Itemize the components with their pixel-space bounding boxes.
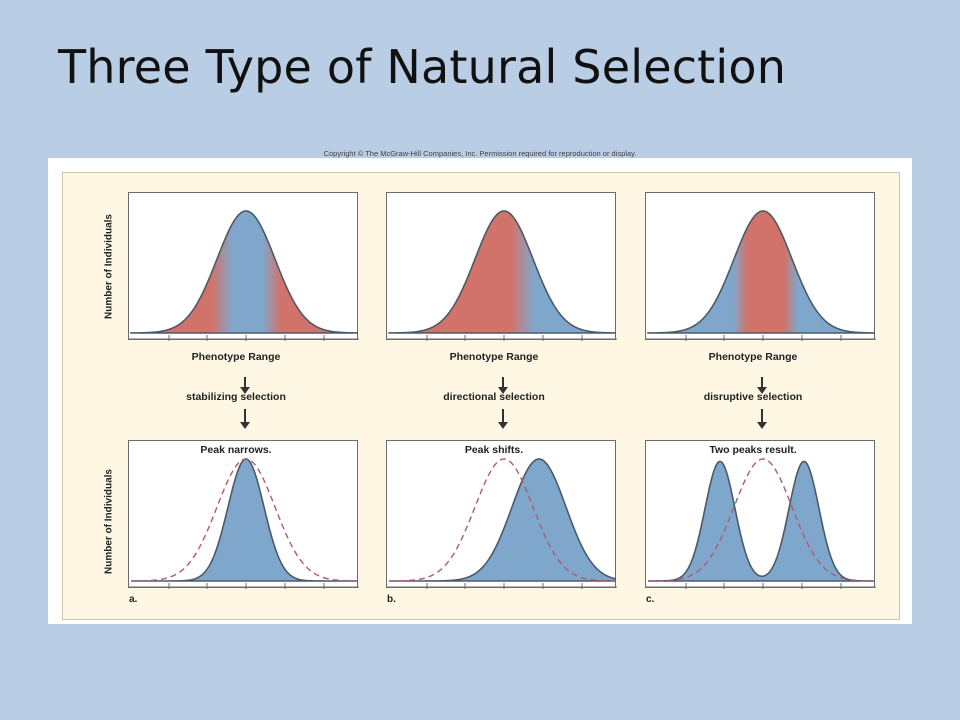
result-label-c: Two peaks result.: [709, 444, 797, 456]
plot-disruptive-after: [645, 440, 876, 589]
plot-directional-after: [386, 440, 617, 589]
plot-stabilizing-after: [128, 440, 359, 589]
result-label-b: Peak shifts.: [464, 444, 524, 456]
new-distribution: [389, 458, 616, 582]
plot-directional-before: [386, 192, 617, 341]
selection-type-b: directional selection: [443, 391, 545, 403]
slide-title: Three Type of Natural Selection: [58, 40, 787, 94]
population-distribution: [130, 210, 358, 334]
panel-letter-c: c.: [646, 594, 655, 605]
x-axis-label-c: Phenotype Range: [708, 351, 798, 363]
y-axis-label-bottom: Number of Individuals: [103, 469, 115, 575]
disruptive-before-curve: [646, 210, 876, 341]
plot-stabilizing-before: [128, 192, 359, 341]
original-distribution-dashed: [131, 458, 358, 582]
plot-disruptive-before: [645, 192, 876, 341]
result-label-a: Peak narrows.: [200, 444, 272, 456]
new-distribution: [131, 458, 357, 582]
figure-panel: Number of Individuals Number of Individu…: [62, 172, 900, 620]
original-distribution-dashed: [648, 458, 875, 582]
arrow-c-top: [757, 377, 767, 394]
x-axis-label-b: Phenotype Range: [449, 351, 539, 363]
population-distribution: [388, 210, 616, 334]
stabilizing-before-curve: [129, 210, 359, 341]
copyright-notice: Copyright © The McGraw-Hill Companies, I…: [323, 149, 637, 158]
x-axis-label-a: Phenotype Range: [191, 351, 281, 363]
original-distribution-dashed: [389, 458, 616, 582]
arrow-b-bottom: [498, 409, 508, 429]
arrow-a-bottom: [240, 409, 250, 429]
selection-type-c: disruptive selection: [703, 391, 803, 403]
figure-container: Number of Individuals Number of Individu…: [48, 158, 912, 624]
disruptive-after-curve: [646, 458, 876, 589]
arrow-a-top: [240, 377, 250, 394]
new-distribution: [648, 460, 874, 582]
directional-before-curve: [387, 210, 617, 341]
panel-letter-a: a.: [129, 594, 138, 605]
arrow-b-top: [498, 377, 508, 394]
panel-letter-b: b.: [387, 594, 396, 605]
arrow-c-bottom: [757, 409, 767, 429]
directional-after-curve: [387, 458, 617, 589]
selection-type-a: stabilizing selection: [186, 391, 286, 403]
stabilizing-after-curve: [129, 458, 359, 589]
population-distribution: [647, 210, 875, 334]
y-axis-label-top: Number of Individuals: [103, 214, 115, 320]
